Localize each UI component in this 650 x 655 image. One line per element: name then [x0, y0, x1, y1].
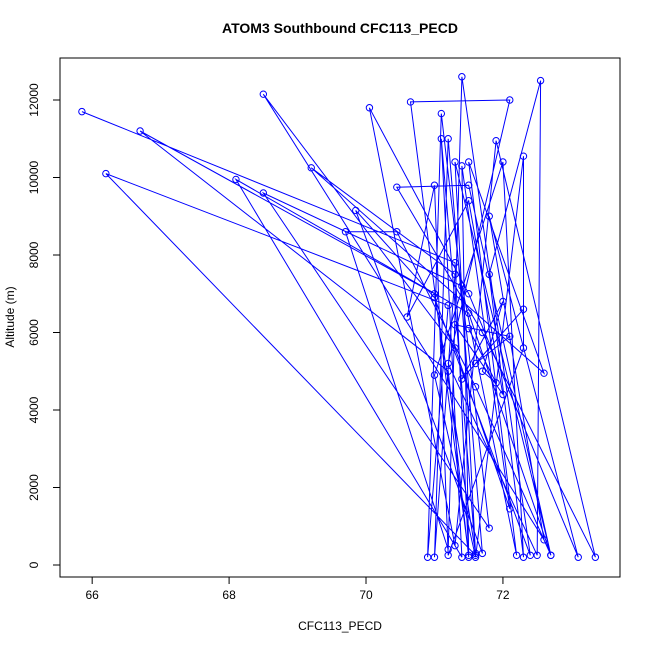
data-point [471, 553, 480, 561]
data-point [471, 359, 480, 368]
data-point [465, 158, 473, 166]
data-point [444, 135, 452, 143]
data-point [406, 98, 415, 106]
data-point [102, 169, 110, 178]
y-tick-label: 0 [27, 561, 41, 568]
data-point [444, 301, 452, 310]
data-point [471, 383, 480, 391]
data-point [540, 369, 548, 377]
data-point [444, 367, 452, 375]
data-point [499, 297, 507, 306]
data-point [519, 305, 528, 313]
data-point [78, 107, 86, 116]
data-point [492, 379, 500, 387]
data-point [506, 505, 514, 513]
x-tick-label: 66 [85, 588, 99, 602]
data-point [485, 524, 493, 532]
data-point [451, 270, 459, 279]
data-point [485, 212, 493, 220]
data-point [492, 136, 500, 145]
data-point [478, 328, 487, 337]
x-tick-label: 70 [359, 588, 373, 602]
data-point [444, 359, 452, 368]
y-axis-label: Altitude (m) [3, 286, 17, 347]
data-point [574, 553, 582, 561]
data-point [519, 344, 528, 352]
data-point [259, 189, 268, 197]
data-point [451, 158, 459, 166]
data-point [506, 332, 514, 341]
data-point [352, 206, 360, 215]
data-point [365, 104, 374, 112]
data-point [499, 158, 507, 166]
data-point [430, 293, 439, 302]
data-point [533, 551, 541, 560]
data-point [430, 371, 439, 379]
data-point [451, 541, 459, 550]
data-point [458, 73, 466, 81]
data-point [478, 367, 487, 375]
data-point [465, 197, 473, 205]
data-point [499, 390, 507, 399]
data-point [478, 549, 487, 558]
x-tick-label: 72 [496, 588, 510, 602]
data-point [536, 76, 545, 85]
data-point [393, 183, 401, 191]
y-tick-label: 2000 [27, 474, 41, 501]
data-point [458, 553, 466, 561]
data-point [512, 551, 521, 560]
data-point [458, 375, 466, 383]
data-point [458, 282, 466, 290]
data-point [307, 164, 315, 172]
data-point [430, 553, 439, 561]
data-point [485, 270, 493, 279]
plot-frame [59, 57, 621, 578]
data-point [403, 313, 411, 321]
data-point [506, 96, 514, 104]
x-tick-label: 68 [222, 588, 236, 602]
data-point [519, 152, 528, 160]
data-point [547, 551, 555, 560]
chart-title: ATOM3 Southbound CFC113_PECD [222, 20, 458, 36]
data-point [451, 259, 459, 267]
data-point [259, 90, 268, 98]
data-point [232, 175, 240, 184]
data-point [341, 228, 350, 236]
y-tick-label: 6000 [27, 319, 41, 346]
data-point [519, 553, 528, 561]
data-point [465, 290, 473, 298]
data-point [430, 290, 439, 298]
x-axis-label: CFC113_PECD [298, 619, 382, 633]
data-point [540, 536, 548, 544]
data-point [458, 162, 466, 170]
data-point [451, 321, 459, 329]
data-point [437, 109, 446, 118]
data-point [444, 545, 452, 554]
data-point [393, 228, 401, 236]
data-point [430, 181, 439, 189]
y-tick-label: 12000 [27, 83, 41, 117]
data-line [81, 76, 596, 558]
data-point [451, 344, 459, 352]
data-point [465, 309, 473, 317]
data-point [465, 551, 473, 560]
y-tick-label: 4000 [27, 396, 41, 423]
data-point [136, 127, 144, 135]
y-tick-label: 8000 [27, 241, 41, 268]
data-point [591, 553, 600, 561]
data-point [465, 181, 473, 189]
data-point [465, 324, 473, 333]
y-tick-label: 10000 [27, 160, 41, 194]
data-point [444, 551, 452, 560]
